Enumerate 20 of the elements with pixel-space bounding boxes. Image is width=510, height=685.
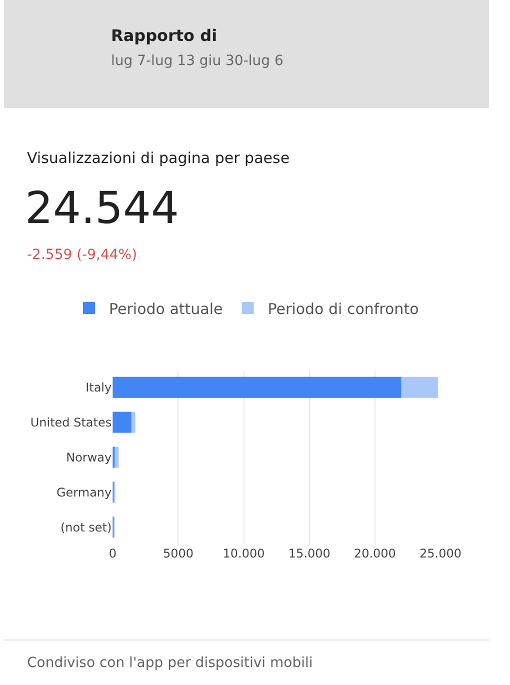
- chart-title: Rapporto di: [111, 26, 218, 45]
- text: 24.544: [25, 183, 179, 234]
- text: Visualizzazioni di pagina per paese: [27, 149, 290, 167]
- x-tick-label: 10.000: [222, 546, 265, 561]
- bar: [112, 412, 132, 433]
- y-tick-label: (not set): [60, 520, 112, 534]
- text: Condiviso con l'app per dispositivi mobili: [27, 655, 313, 671]
- y-tick-label: United States: [30, 416, 112, 430]
- y-tick-label: Italy: [86, 380, 112, 395]
- x-tick-label: 20.000: [354, 546, 396, 561]
- text: -2.559 (-9,44%): [27, 247, 138, 263]
- y-tick-label: Norway: [66, 450, 112, 464]
- x-tick-label: 15.000: [288, 546, 330, 561]
- x-tick-label: 25.000: [420, 546, 462, 561]
- legend-label: Periodo di confronto: [268, 300, 419, 318]
- x-tick-label: 5000: [162, 546, 194, 561]
- chart-subtitle: lug 7-lug 13 giu 30-lug 6: [111, 53, 284, 69]
- x-tick-label: 0: [108, 546, 116, 561]
- y-tick-label: Germany: [56, 485, 112, 500]
- legend-label: Periodo attuale: [109, 300, 223, 318]
